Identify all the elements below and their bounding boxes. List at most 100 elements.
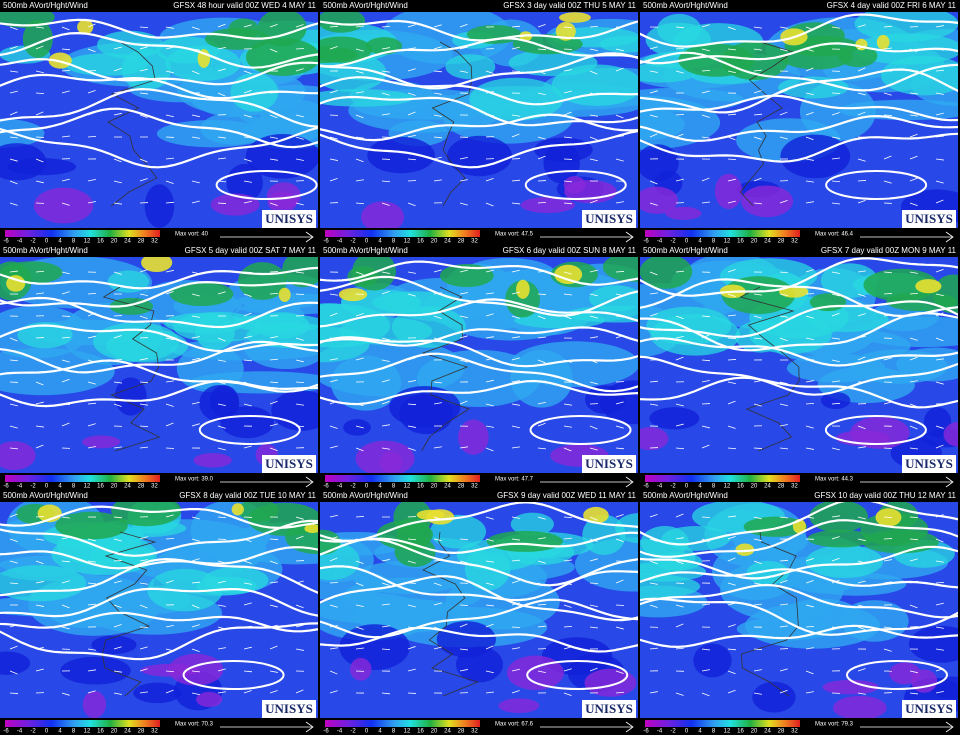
- wind-arrow: [269, 136, 278, 139]
- wind-arrow: [857, 313, 866, 317]
- wind-arrow: [35, 604, 44, 607]
- wind-arrow: [537, 422, 546, 427]
- wind-arrow: [191, 692, 200, 696]
- field-blob: [486, 530, 563, 552]
- valid-label: GFSX 7 day valid 00Z MON 9 MAY 11: [821, 246, 957, 255]
- wind-arrow: [563, 69, 572, 72]
- wind-arrow: [485, 447, 494, 452]
- wind-arrow: [139, 46, 148, 50]
- map: [320, 12, 638, 228]
- colorbar-label: 20: [431, 239, 438, 245]
- wind-arrow: [381, 625, 390, 628]
- wind-arrow: [831, 293, 840, 297]
- wind-arrow: [217, 516, 227, 518]
- wind-arrow: [511, 559, 520, 562]
- colorbar-label: -4: [17, 484, 23, 490]
- wind-arrow: [191, 581, 200, 584]
- field-blob: [850, 416, 910, 449]
- wind-arrow: [537, 625, 546, 628]
- map: [320, 502, 638, 718]
- wind-arrow: [649, 380, 658, 383]
- wind-arrow: [883, 314, 892, 317]
- wind-arrow: [649, 90, 658, 94]
- wind-arrow: [459, 46, 468, 50]
- wind-arrow: [139, 68, 148, 72]
- colorbar-label: 20: [111, 239, 118, 245]
- wind-arrow: [381, 648, 391, 650]
- wind-arrow: [485, 114, 495, 117]
- wind-arrow: [537, 359, 546, 364]
- wind-arrow: [9, 560, 18, 564]
- wind-arrow: [459, 23, 468, 28]
- wind-arrow: [779, 26, 788, 29]
- wind-arrow: [243, 403, 252, 407]
- wind-arrow: [139, 158, 148, 163]
- max-vort: Max vort: 67.6: [495, 722, 534, 728]
- wind-arrow: [675, 336, 684, 339]
- wind-arrow: [857, 293, 866, 297]
- field-blob: [778, 76, 849, 99]
- wind-arrow: [727, 26, 736, 31]
- logo: UNISYS: [585, 211, 633, 226]
- wind-arrow: [9, 202, 18, 206]
- wind-arrow: [831, 380, 840, 383]
- logo-box: [262, 210, 316, 228]
- map: [640, 257, 958, 473]
- wind-arrow: [935, 514, 944, 518]
- wind-arrow: [433, 269, 442, 273]
- wind-arrow: [87, 136, 97, 138]
- colorbar: [5, 230, 160, 237]
- wind-arrow: [727, 359, 737, 361]
- wind-arrow: [935, 48, 944, 51]
- wind-arrow: [589, 604, 598, 608]
- colorbar-label: -2: [30, 484, 36, 490]
- wind-arrow: [355, 179, 364, 182]
- colorbar-label: 8: [392, 729, 396, 735]
- wind-arrow: [485, 202, 494, 207]
- wind-arrow: [269, 336, 278, 339]
- field-blob: [257, 12, 307, 47]
- wind-arrow: [511, 403, 520, 406]
- wind-arrow: [909, 155, 918, 160]
- wind-arrow: [87, 335, 96, 339]
- panel: 500mb AVort/Hght/Wind GFSX 10 day valid 0…: [640, 490, 960, 735]
- arrow-head: [945, 721, 954, 733]
- wind-arrow: [433, 516, 442, 520]
- wind-arrow: [701, 648, 710, 651]
- wind-arrow: [701, 444, 710, 449]
- wind-arrow: [909, 356, 918, 361]
- wind-arrow: [329, 379, 338, 383]
- wind-arrow: [511, 647, 520, 650]
- wind-arrow: [355, 91, 364, 94]
- wind-arrow: [35, 70, 44, 74]
- wind-arrow: [675, 315, 684, 320]
- wind-arrow: [407, 202, 416, 207]
- wind-arrow: [355, 604, 364, 608]
- wind-arrow: [139, 293, 148, 297]
- wind-arrow: [537, 114, 546, 117]
- field-blob: [807, 529, 874, 548]
- wind-arrow: [935, 337, 944, 342]
- colorbar-label: 12: [724, 729, 731, 735]
- wind-arrow: [675, 447, 685, 450]
- map: [640, 502, 958, 718]
- arrow-head: [305, 476, 314, 488]
- wind-arrow: [217, 691, 226, 694]
- field-blob: [352, 599, 471, 633]
- field-blob: [196, 691, 223, 708]
- wind-arrow: [9, 359, 19, 362]
- wind-arrow: [9, 624, 18, 628]
- colorbar-label: -4: [657, 729, 663, 735]
- wind-arrow: [779, 603, 788, 606]
- wind-arrow: [407, 604, 416, 608]
- height-contour: [0, 324, 318, 353]
- wind-arrow: [9, 158, 18, 162]
- wind-arrow: [883, 559, 892, 562]
- colorbar-label: -4: [657, 484, 663, 490]
- wind-arrow: [35, 111, 44, 116]
- wind-arrow: [217, 447, 226, 451]
- wind-arrow: [191, 538, 200, 542]
- wind-arrow: [805, 158, 814, 161]
- valid-label: GFSX 10 day valid 00Z THU 12 MAY 11: [814, 491, 956, 500]
- wind-arrow: [191, 423, 200, 427]
